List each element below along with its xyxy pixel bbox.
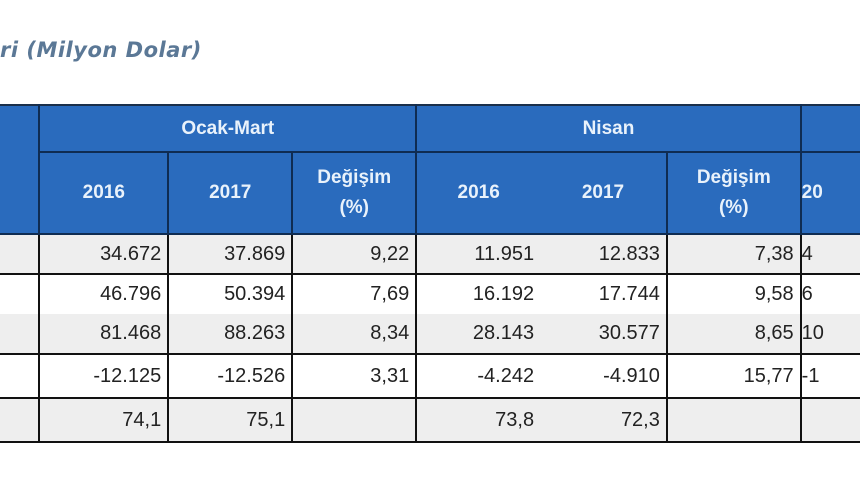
cell-ocak-change: 3,31 (291, 353, 418, 398)
cell-ocak-2017: 88.263 (167, 314, 294, 354)
table-row: 81.468 88.263 8,34 28.143 30.577 8,65 10 (0, 314, 860, 354)
header-group-row: Ocak-Mart Nisan (0, 104, 860, 235)
cell-ocak-change: 9,22 (291, 234, 418, 274)
cell-ocak-change: 8,34 (291, 314, 418, 354)
cell-nisan-change: 8,65 (665, 314, 802, 354)
cell-nisan-2017: 30.577 (540, 314, 668, 354)
trade-data-table: Ocak-Mart Nisan 2016 2017 Değişim (%) 20… (0, 104, 860, 443)
col-header-nisan-2016: 2016 (415, 151, 541, 235)
row-label (0, 273, 41, 314)
cell-ocak-2017: 75,1 (167, 397, 294, 443)
col-header-ocak-2017: 2017 (167, 151, 294, 235)
cell-ocak-change (291, 397, 418, 443)
cell-ocak-2016: 81.468 (38, 314, 170, 354)
col-header-ocak-2016: 2016 (38, 151, 170, 235)
cell-next (799, 397, 860, 443)
row-label-header (0, 104, 41, 235)
cell-nisan-2016: 73,8 (415, 397, 541, 443)
cell-next: 4 (799, 234, 860, 274)
table-row: 74,1 75,1 73,8 72,3 (0, 397, 860, 443)
cell-ocak-2016: -12.125 (38, 353, 170, 398)
change-label: Değişim (696, 167, 771, 188)
cell-next: -1 (799, 353, 860, 398)
cell-nisan-2016: 11.951 (415, 234, 541, 274)
row-label (0, 353, 41, 398)
cell-next: 6 (799, 273, 860, 314)
percent-label: (%) (718, 197, 749, 218)
table-row: 34.672 37.869 9,22 11.951 12.833 7,38 4 (0, 234, 860, 274)
cell-nisan-2016: 28.143 (415, 314, 541, 354)
row-label (0, 234, 41, 274)
cell-nisan-2017: -4.910 (540, 353, 668, 398)
cell-ocak-2016: 46.796 (38, 273, 170, 314)
cell-nisan-change: 7,38 (665, 234, 802, 274)
cell-next: 10 (799, 314, 860, 354)
col-header-next-2016: 20 (799, 151, 860, 235)
table-row: 46.796 50.394 7,69 16.192 17.744 9,58 6 (0, 273, 860, 314)
cell-nisan-change: 15,77 (665, 353, 802, 398)
header-column-row: 2016 2017 Değişim (%) 2016 2017 Değişim … (0, 151, 860, 235)
cell-ocak-2016: 74,1 (38, 397, 170, 443)
row-label (0, 397, 41, 443)
cell-nisan-change (665, 397, 802, 443)
col-header-nisan-2017: 2017 (540, 151, 668, 235)
cell-ocak-2016: 34.672 (38, 234, 170, 274)
cell-nisan-2016: -4.242 (415, 353, 541, 398)
col-header-nisan-change: Değişim (%) (665, 151, 802, 235)
cell-ocak-2017: -12.526 (167, 353, 294, 398)
cell-nisan-2017: 17.744 (540, 273, 668, 314)
cell-ocak-2017: 37.869 (167, 234, 294, 274)
cell-nisan-change: 9,58 (665, 273, 802, 314)
cell-ocak-2017: 50.394 (167, 273, 294, 314)
cell-nisan-2016: 16.192 (415, 273, 541, 314)
cell-nisan-2017: 12.833 (540, 234, 668, 274)
table-title: ri (Milyon Dolar) (0, 38, 202, 62)
col-header-ocak-change: Değişim (%) (291, 151, 418, 235)
percent-label: (%) (339, 197, 370, 218)
table-row: -12.125 -12.526 3,31 -4.242 -4.910 15,77… (0, 353, 860, 398)
change-label: Değişim (317, 167, 392, 188)
cell-ocak-change: 7,69 (291, 273, 418, 314)
row-label (0, 314, 41, 354)
group-header-ocak-mart: Ocak-Mart (38, 104, 418, 153)
group-header-nisan: Nisan (415, 104, 802, 153)
cell-nisan-2017: 72,3 (540, 397, 668, 443)
group-header-next (799, 104, 860, 153)
